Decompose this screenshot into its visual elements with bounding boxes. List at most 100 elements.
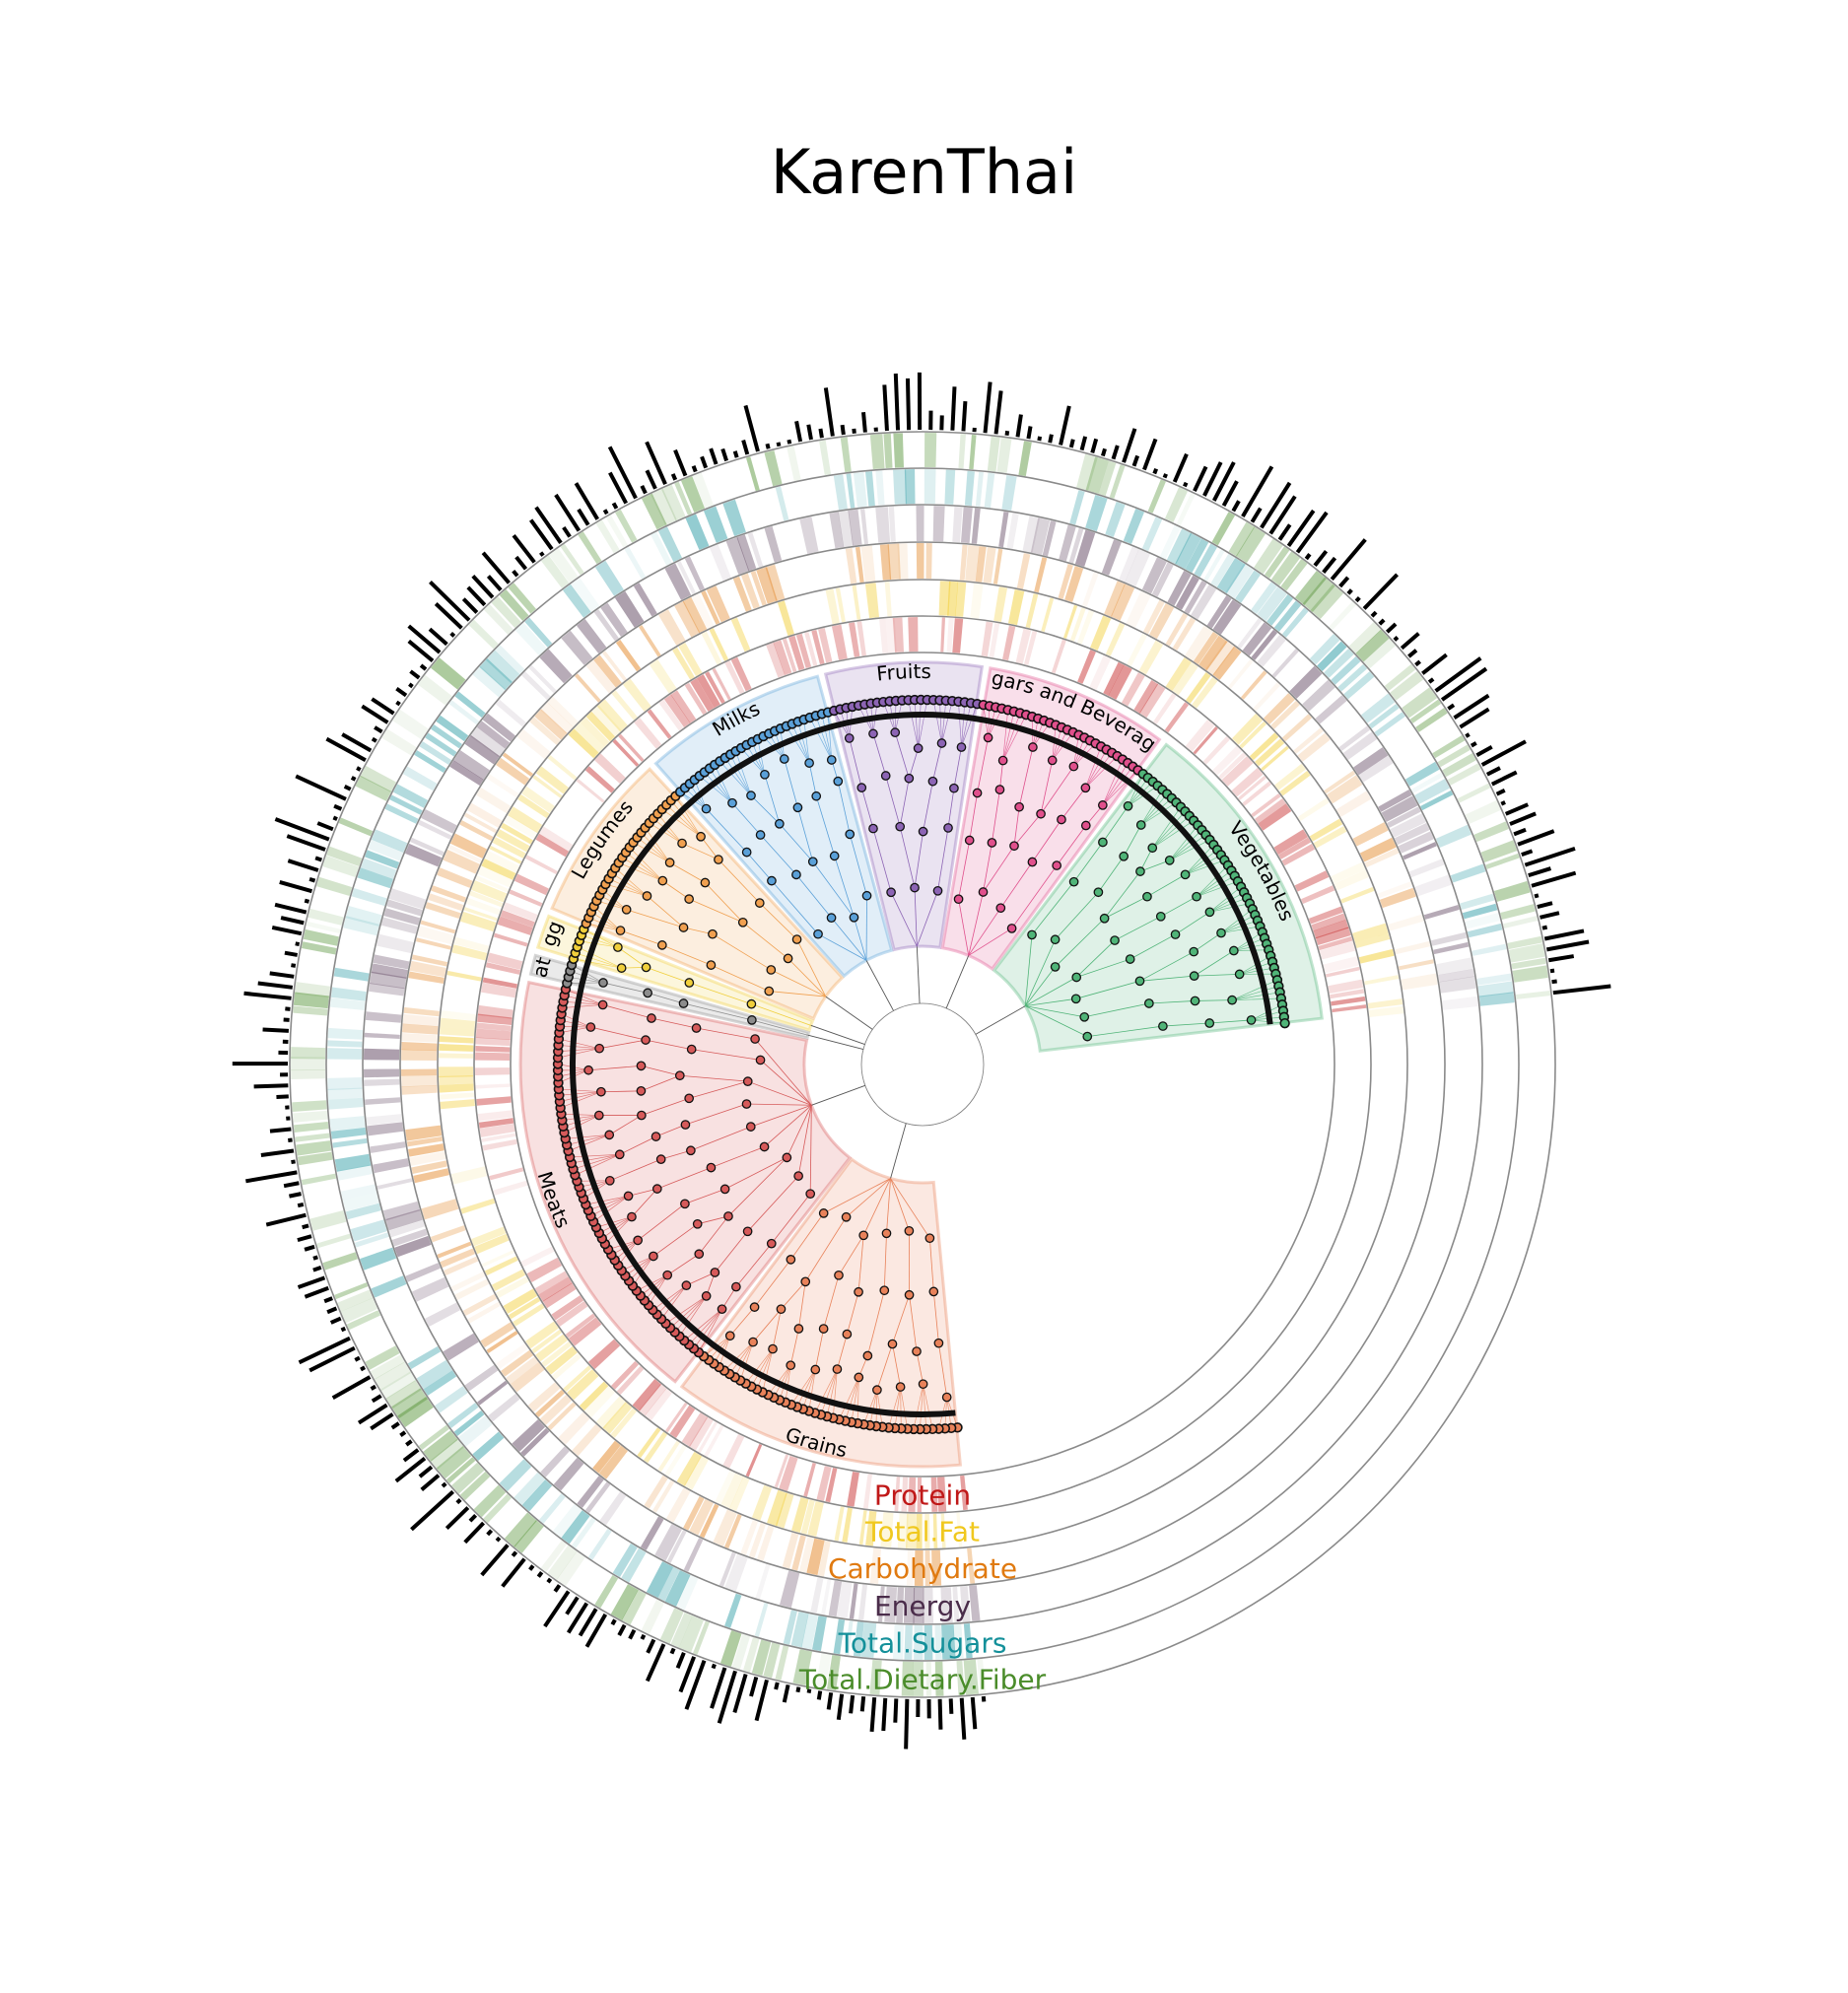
heat-stripe-carbohydrate bbox=[413, 1168, 449, 1184]
heat-stripe-total-dietary-fiber bbox=[901, 1661, 914, 1696]
outer-bar bbox=[1470, 741, 1477, 748]
heat-stripe-total-dietary-fiber bbox=[641, 1599, 665, 1634]
edge-milks bbox=[714, 764, 733, 803]
inner-node-grains bbox=[928, 1286, 939, 1297]
edge-meats bbox=[686, 1271, 716, 1286]
edge-vegetables bbox=[1152, 815, 1191, 849]
heat-stripe-energy bbox=[1184, 581, 1207, 614]
heat-stripe-total-fat bbox=[1309, 818, 1343, 842]
edge-eggs bbox=[617, 946, 647, 968]
edge-sugars-and-beverages bbox=[1085, 746, 1102, 789]
heat-stripe-total-sugars bbox=[657, 1566, 680, 1602]
heat-stripe-energy bbox=[1338, 725, 1371, 752]
heat-stripe-total-sugars bbox=[327, 1087, 363, 1100]
heat-stripe-carbohydrate bbox=[1326, 775, 1363, 804]
outer-bar bbox=[970, 1696, 978, 1730]
outer-bar bbox=[1540, 911, 1560, 920]
inner-node-milks bbox=[760, 769, 770, 780]
edge-meats bbox=[679, 1295, 707, 1338]
heat-stripe-total-fat bbox=[664, 1444, 687, 1477]
heat-stripe-total-dietary-fiber bbox=[1294, 570, 1327, 606]
inner-node-legumes bbox=[783, 953, 793, 964]
heat-stripe-total-dietary-fiber bbox=[499, 589, 529, 621]
outer-bar bbox=[361, 704, 389, 724]
outer-bar bbox=[795, 1686, 801, 1693]
inner-node-fruits bbox=[949, 783, 959, 793]
heat-stripe-energy bbox=[654, 1524, 682, 1561]
heat-stripe-carbohydrate bbox=[443, 849, 480, 874]
heat-stripe-total-fat bbox=[1041, 597, 1055, 633]
inner-node-meats bbox=[636, 1061, 647, 1071]
heat-stripe-carbohydrate bbox=[879, 544, 892, 581]
inner-node-legumes bbox=[754, 898, 765, 908]
heat-stripe-total-fat bbox=[932, 1513, 938, 1548]
heat-stripe-energy bbox=[1237, 617, 1263, 650]
edge-meats bbox=[747, 1175, 799, 1232]
heat-stripe-total-dietary-fiber bbox=[605, 515, 629, 548]
heat-stripe-total-fat bbox=[496, 1276, 529, 1298]
heat-stripe-total-sugars bbox=[833, 474, 848, 511]
outer-bar bbox=[374, 725, 383, 734]
heat-stripe-protein bbox=[1138, 683, 1166, 719]
heat-stripe-total-sugars bbox=[343, 916, 380, 936]
heat-stripe-total-dietary-fiber bbox=[293, 992, 330, 1009]
heat-stripe-total-dietary-fiber bbox=[316, 1233, 352, 1249]
edge-grains bbox=[808, 1369, 816, 1411]
heat-stripe-total-sugars bbox=[431, 723, 462, 749]
inner-node-grains bbox=[881, 1228, 892, 1239]
outer-bar bbox=[754, 1679, 769, 1722]
edge-meats bbox=[747, 1080, 812, 1106]
heat-stripe-energy bbox=[1101, 539, 1122, 576]
ring-label-total-fat: Total.Fat bbox=[864, 1516, 980, 1548]
outer-bar bbox=[314, 856, 322, 862]
heat-stripe-carbohydrate bbox=[916, 542, 924, 580]
edge-milks bbox=[797, 722, 810, 764]
heat-stripe-energy bbox=[383, 908, 421, 926]
heat-stripe-energy bbox=[960, 507, 973, 544]
inner-node-grains bbox=[786, 1255, 796, 1265]
heat-stripe-total-dietary-fiber bbox=[1363, 638, 1396, 669]
heat-stripe-total-fat bbox=[955, 582, 967, 617]
heat-stripe-total-sugars bbox=[1309, 634, 1340, 665]
heat-stripe-energy bbox=[488, 1393, 520, 1422]
edge-sugars-and-beverages bbox=[1040, 766, 1074, 814]
edge-sugars-and-beverages bbox=[1102, 766, 1133, 806]
edge-vegetables bbox=[1146, 873, 1186, 898]
outer-bar bbox=[441, 1481, 447, 1488]
heat-stripe-carbohydrate bbox=[855, 546, 864, 584]
heat-stripe-total-dietary-fiber bbox=[1018, 441, 1032, 477]
inner-node-meats bbox=[805, 1189, 816, 1200]
outer-bar bbox=[1490, 770, 1518, 787]
heat-stripe-carbohydrate bbox=[1379, 887, 1416, 909]
heat-stripe-protein bbox=[670, 690, 697, 723]
inner-node-meats bbox=[597, 999, 608, 1010]
outer-bar bbox=[617, 1623, 627, 1636]
edge-meats bbox=[656, 1167, 712, 1190]
heat-stripe-total-sugars bbox=[327, 1048, 363, 1060]
heat-stripe-total-sugars bbox=[561, 1510, 590, 1545]
inner-node-milks bbox=[741, 847, 752, 858]
edge-legumes bbox=[622, 857, 663, 881]
edge-vegetables bbox=[1139, 951, 1195, 982]
heat-stripe-total-dietary-fiber bbox=[370, 1354, 405, 1380]
heat-stripe-total-dietary-fiber bbox=[1280, 559, 1308, 591]
heat-stripe-total-fat bbox=[439, 1083, 474, 1093]
heat-stripe-protein bbox=[1238, 775, 1266, 800]
heat-stripe-total-fat bbox=[657, 1440, 680, 1473]
inner-node-meats bbox=[723, 1211, 733, 1221]
edge-sugars-and-beverages bbox=[1013, 813, 1042, 847]
inner-node-meats bbox=[636, 1086, 647, 1096]
outer-bar bbox=[1015, 414, 1023, 438]
edge-meats bbox=[809, 1105, 812, 1195]
heat-stripe-protein bbox=[1273, 829, 1309, 856]
heat-stripe-total-fat bbox=[525, 1321, 559, 1349]
outer-bar bbox=[1211, 461, 1236, 502]
heat-stripe-carbohydrate bbox=[401, 1075, 438, 1087]
outer-bar bbox=[732, 1673, 748, 1714]
heat-stripe-energy bbox=[709, 544, 731, 582]
edge-grains bbox=[876, 1343, 893, 1391]
heat-stripe-carbohydrate bbox=[706, 585, 730, 623]
heat-stripe-total-sugars bbox=[327, 1040, 363, 1048]
heat-stripe-energy bbox=[1423, 904, 1460, 920]
heat-stripe-protein bbox=[856, 621, 866, 656]
